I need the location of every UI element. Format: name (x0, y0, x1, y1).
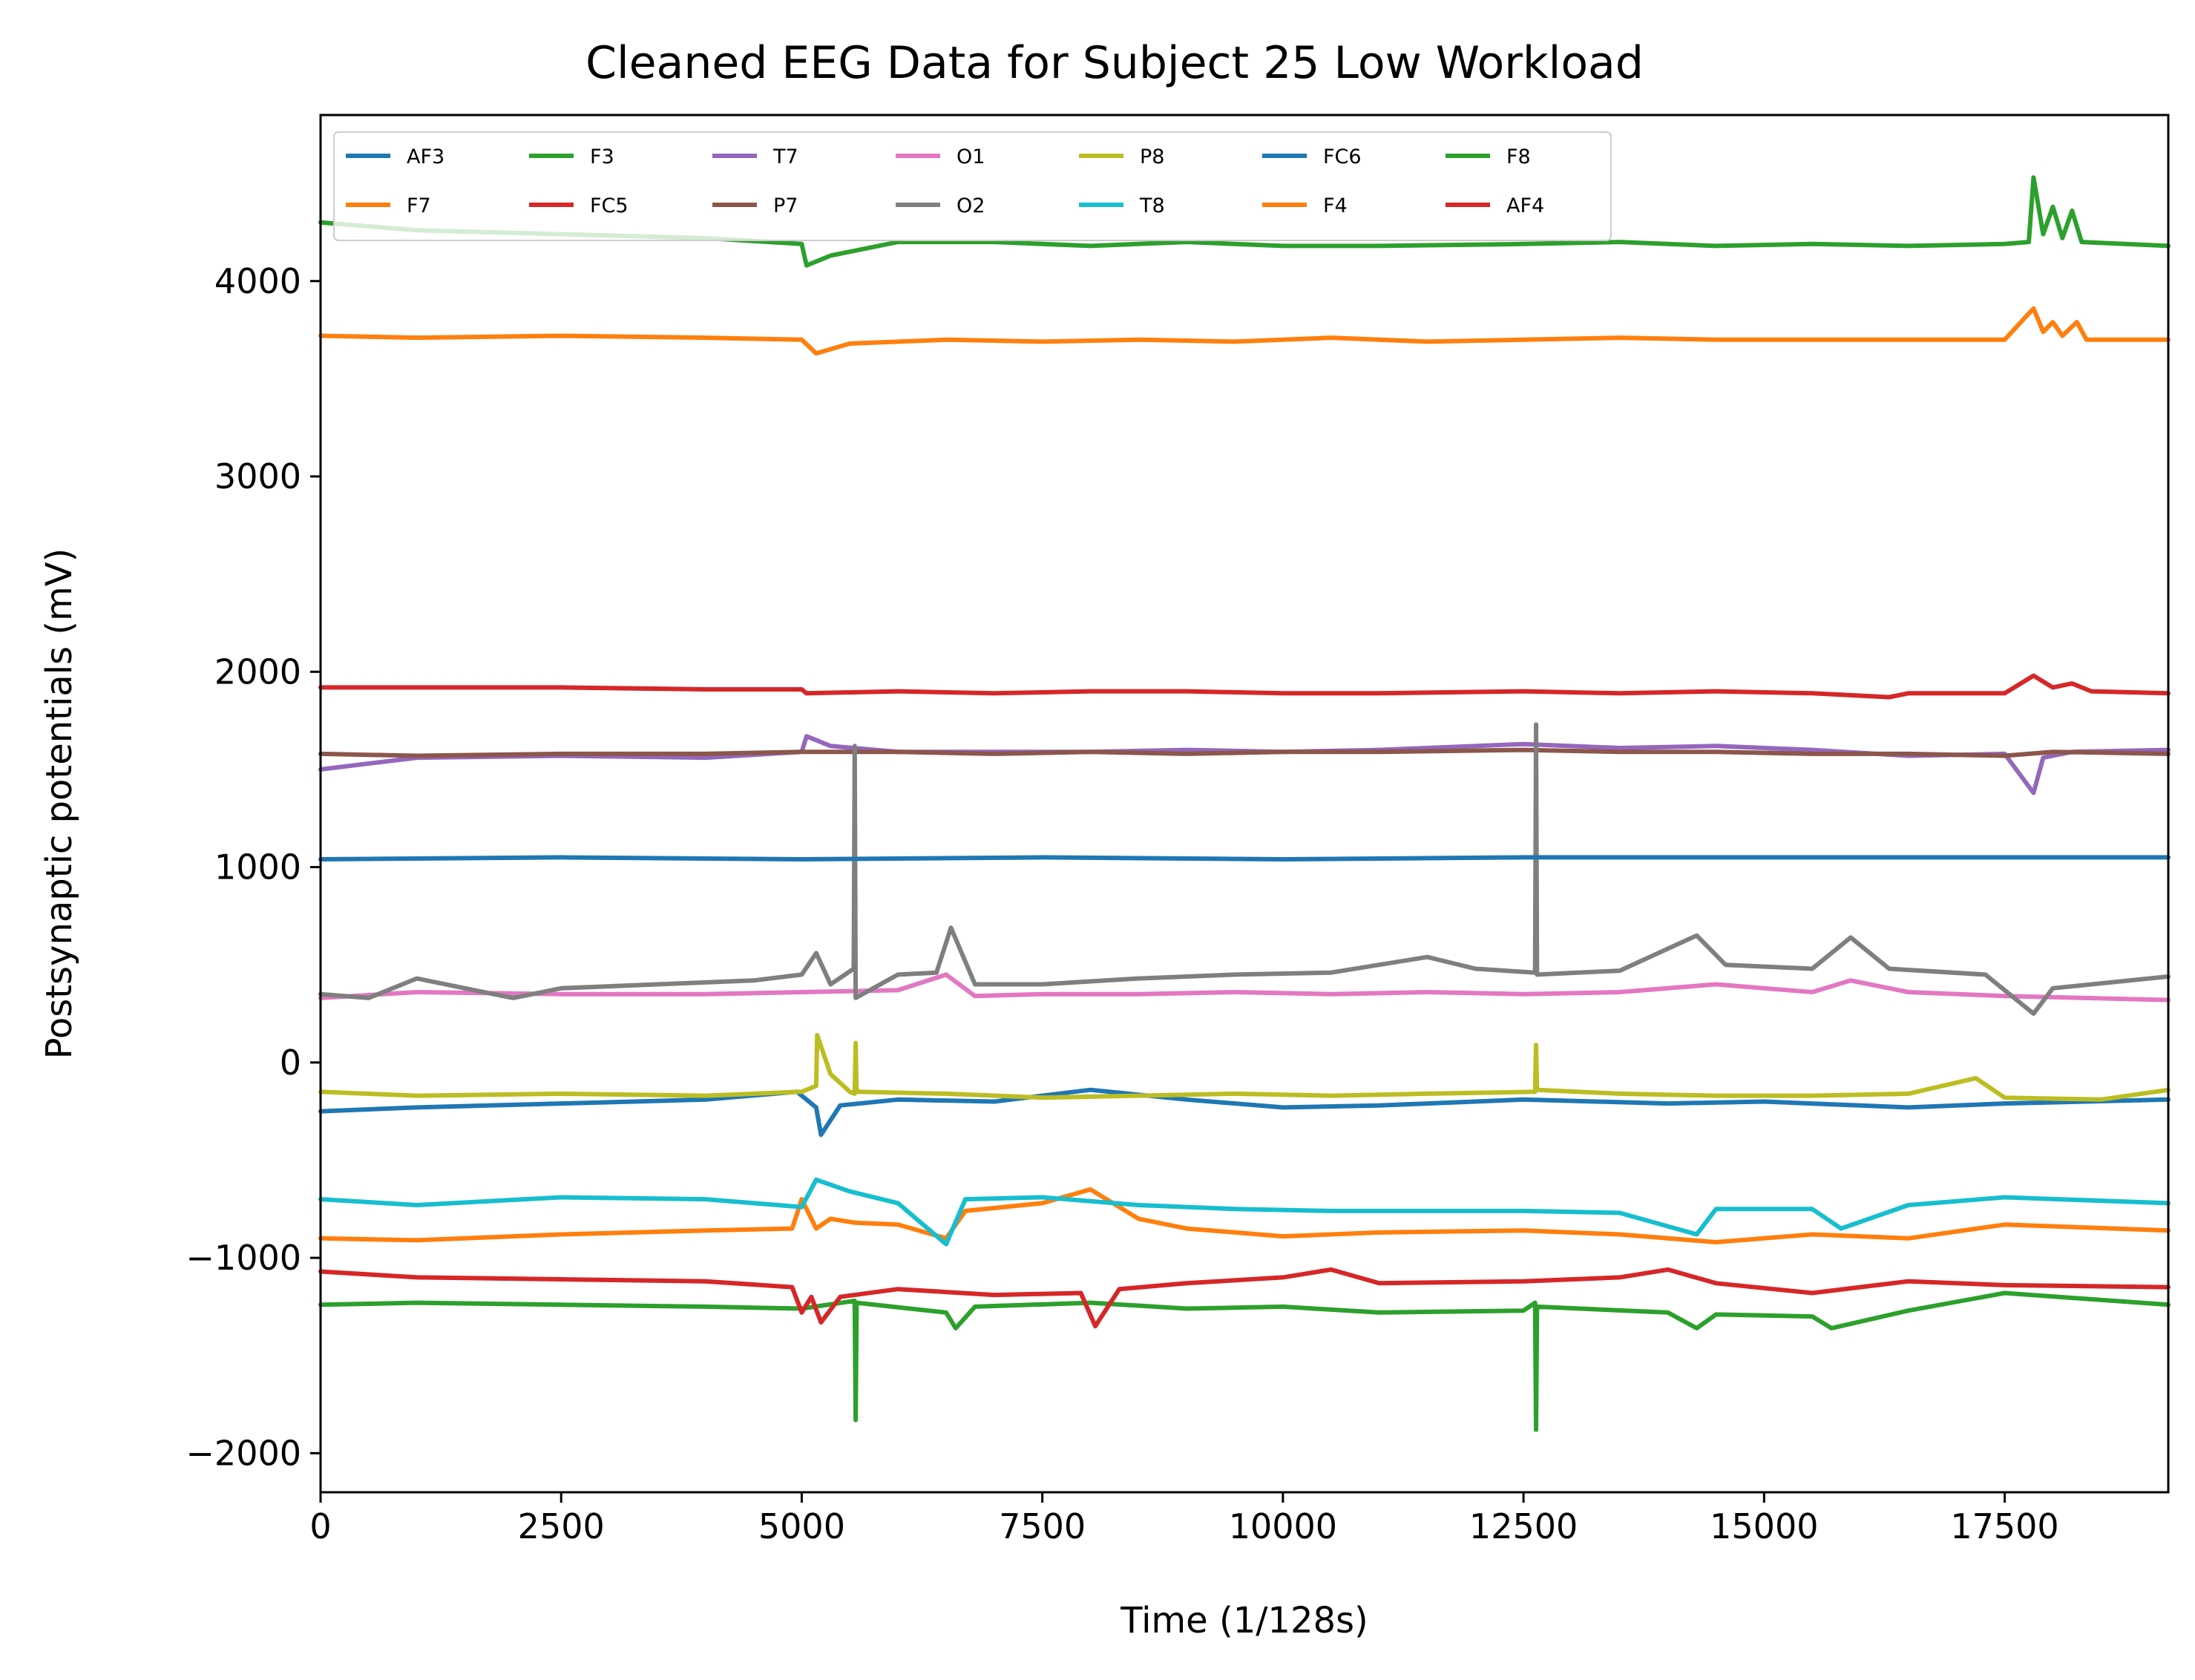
y-axis: −2000 −1000 0 1000 2000 3000 4000 (186, 261, 321, 1473)
x-tick-label: 2500 (518, 1506, 605, 1546)
series-line-fc5 (318, 1267, 2171, 1329)
legend-label-af3: AF3 (407, 145, 444, 168)
legend-label-fc6: FC6 (1323, 145, 1362, 168)
y-tick-label: −2000 (186, 1433, 301, 1473)
series-line-t8 (318, 1177, 2171, 1247)
legend-label-p8: P8 (1140, 145, 1164, 168)
x-tick-label: 0 (309, 1506, 331, 1546)
series-line-f7 (318, 1187, 2171, 1244)
legend-box (333, 131, 1612, 241)
plot-frame (319, 114, 2170, 1494)
plot-lines (318, 175, 2171, 1432)
legend-label-f8: F8 (1506, 145, 1531, 168)
series-line-p7 (318, 747, 2171, 758)
legend-label-af4: AF4 (1506, 194, 1544, 217)
legend-label-f3: F3 (590, 145, 614, 168)
x-axis-label: Time (1/128s) (1120, 1600, 1368, 1641)
legend-label-f4: F4 (1323, 194, 1348, 217)
legend-label-fc5: FC5 (590, 194, 629, 217)
x-tick-label: 17500 (1950, 1506, 2058, 1546)
legend-label-o2: O2 (957, 194, 985, 217)
series-line-fc6 (318, 855, 2171, 862)
legend-label-o1: O1 (957, 145, 985, 168)
y-tick-label: 2000 (214, 652, 301, 692)
y-tick-label: 0 (280, 1043, 301, 1083)
legend-label-p7: P7 (773, 194, 798, 217)
legend-label-f7: F7 (407, 194, 431, 217)
series-line-f3 (318, 1290, 2171, 1432)
x-tick-label: 15000 (1710, 1506, 1818, 1546)
series-line-o2 (318, 722, 2171, 1016)
y-tick-label: 3000 (214, 456, 301, 496)
series-line-o1 (318, 972, 2171, 1003)
x-tick-label: 10000 (1229, 1506, 1337, 1546)
y-axis-label: Postsynaptic potentials (mV) (39, 548, 80, 1060)
legend: AF3 F7 F3 FC5 T7 P7 O1 O2 P8 T8 FC6 F4 F8 AF4 (333, 131, 1612, 241)
series-line-af4 (318, 673, 2171, 700)
y-tick-label: −1000 (186, 1238, 301, 1278)
x-axis: 0 2500 5000 7500 10000 12500 15000 17500 (309, 1492, 2059, 1546)
legend-label-t8: T8 (1139, 194, 1165, 217)
y-tick-label: 1000 (214, 847, 301, 887)
series-line-f4 (318, 306, 2171, 356)
chart-title: Cleaned EEG Data for Subject 25 Low Work… (585, 37, 1644, 89)
x-tick-label: 5000 (758, 1506, 845, 1546)
x-tick-label: 7500 (999, 1506, 1086, 1546)
series-line-p8 (318, 1033, 2171, 1102)
series-line-f8 (318, 175, 2171, 268)
legend-label-t7: T7 (772, 145, 798, 168)
x-tick-label: 12500 (1469, 1506, 1578, 1546)
y-tick-label: 4000 (214, 261, 301, 301)
